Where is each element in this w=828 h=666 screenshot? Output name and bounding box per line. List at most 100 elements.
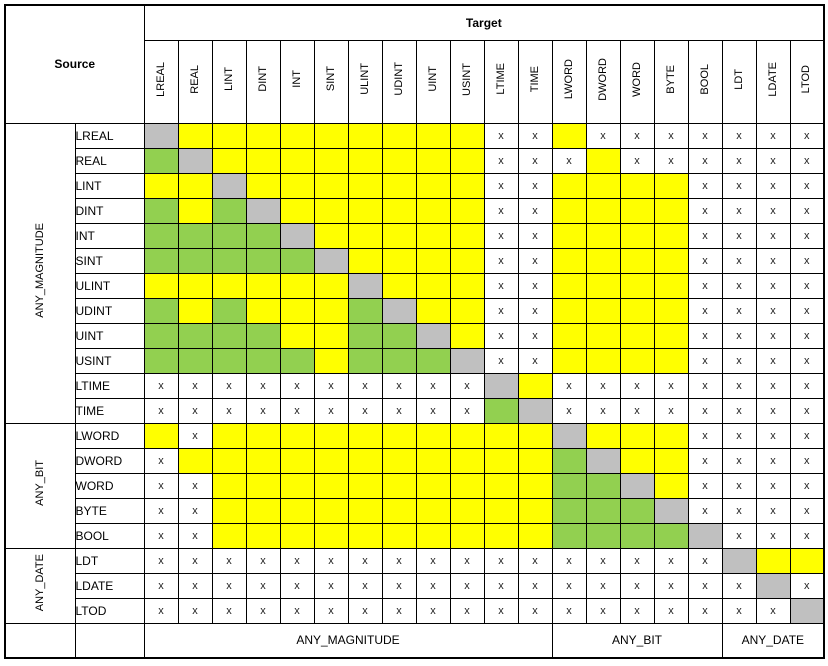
cell-word-to-real: x <box>177 472 213 499</box>
row-label-word: WORD <box>74 472 145 499</box>
cell-byte-to-ldate: x <box>755 497 791 524</box>
cell-int-to-byte <box>653 222 689 249</box>
cell-ulint-to-time: x <box>517 272 553 299</box>
cell-usint-to-real <box>177 347 213 374</box>
cell-lreal-to-lword <box>551 122 587 149</box>
cell-time-to-byte: x <box>653 397 689 424</box>
cell-udint-to-real <box>177 297 213 324</box>
cell-dint-to-ltod: x <box>789 197 825 224</box>
cell-time-to-real: x <box>177 397 213 424</box>
cell-ltime-to-word: x <box>619 372 655 399</box>
cell-udint-to-uint <box>415 297 451 324</box>
cell-int-to-time: x <box>517 222 553 249</box>
cell-ltod-to-sint: x <box>313 597 349 624</box>
cell-real-to-int <box>279 147 315 174</box>
cell-dword-to-ltod: x <box>789 447 825 474</box>
cell-sint-to-int <box>279 247 315 274</box>
cell-sint-to-time: x <box>517 247 553 274</box>
cell-dint-to-time: x <box>517 197 553 224</box>
cell-ltime-to-sint: x <box>313 372 349 399</box>
cell-byte-to-sint <box>313 497 349 524</box>
cell-ltod-to-lword: x <box>551 597 587 624</box>
cell-ldt-to-dword: x <box>585 547 621 574</box>
cell-real-to-lword: x <box>551 147 587 174</box>
cell-usint-to-bool: x <box>687 347 723 374</box>
footer-empty-cell <box>74 622 145 659</box>
group-label-any_date: ANY_DATE <box>4 547 76 624</box>
cell-time-to-ldate: x <box>755 397 791 424</box>
matrix-row-byte: BYTE x x x x x x <box>5 497 825 524</box>
cell-bool-to-ltod: x <box>789 522 825 549</box>
group-label-any_bit: ANY_BIT <box>4 422 76 549</box>
column-header-label: UDINT <box>392 62 405 96</box>
cell-ldt-to-lword: x <box>551 547 587 574</box>
cell-bool-to-byte <box>653 522 689 549</box>
cell-bool-to-lreal: x <box>143 522 179 549</box>
cell-lword-to-ldt: x <box>721 422 757 449</box>
cell-real-to-dword <box>585 147 621 174</box>
cell-ltod-to-time: x <box>517 597 553 624</box>
cell-word-to-ltime <box>483 472 519 499</box>
cell-lreal-to-int <box>279 122 315 149</box>
cell-uint-to-ltime: x <box>483 322 519 349</box>
cell-int-to-ldate: x <box>755 222 791 249</box>
cell-dword-to-lint <box>211 447 247 474</box>
cell-usint-to-ltod: x <box>789 347 825 374</box>
row-label-usint: USINT <box>74 347 145 374</box>
cell-ldt-to-ldt <box>721 547 757 574</box>
row-label-ldate: LDATE <box>74 572 145 599</box>
cell-usint-to-lreal <box>143 347 179 374</box>
group-label-text: ANY_DATE <box>33 554 46 612</box>
cell-usint-to-ulint <box>347 347 383 374</box>
cell-word-to-lword <box>551 472 587 499</box>
cell-byte-to-ltod: x <box>789 497 825 524</box>
cell-udint-to-byte <box>653 297 689 324</box>
cell-bool-to-time <box>517 522 553 549</box>
cell-ldt-to-byte: x <box>653 547 689 574</box>
cell-real-to-ulint <box>347 147 383 174</box>
cell-lreal-to-lreal <box>143 122 179 149</box>
cell-bool-to-dword <box>585 522 621 549</box>
column-header-label: LDT <box>732 68 745 90</box>
cell-byte-to-real: x <box>177 497 213 524</box>
cell-ulint-to-ldate: x <box>755 272 791 299</box>
cell-lint-to-lword <box>551 172 587 199</box>
cell-sint-to-ltime: x <box>483 247 519 274</box>
cell-ldate-to-sint: x <box>313 572 349 599</box>
cell-byte-to-udint <box>381 497 417 524</box>
cell-byte-to-ldt: x <box>721 497 757 524</box>
column-header-lint: LINT <box>211 39 247 124</box>
cell-sint-to-ulint <box>347 247 383 274</box>
matrix-row-real: REAL x x x x x x x x x <box>5 147 825 174</box>
cell-dword-to-lword <box>551 447 587 474</box>
row-label-real: REAL <box>74 147 145 174</box>
column-header-udint: UDINT <box>381 39 417 124</box>
cell-dword-to-ltime <box>483 447 519 474</box>
footer-group-any_bit: ANY_BIT <box>551 622 723 659</box>
cell-ldt-to-ldate <box>755 547 791 574</box>
cell-dword-to-real <box>177 447 213 474</box>
cell-lreal-to-uint <box>415 122 451 149</box>
cell-ldate-to-ltime: x <box>483 572 519 599</box>
cell-lint-to-ldt: x <box>721 172 757 199</box>
cell-ltime-to-lword: x <box>551 372 587 399</box>
cell-word-to-lreal: x <box>143 472 179 499</box>
cell-int-to-sint <box>313 222 349 249</box>
cell-ltime-to-ltod: x <box>789 372 825 399</box>
row-label-lreal: LREAL <box>74 122 145 149</box>
cell-ldate-to-int: x <box>279 572 315 599</box>
group-label-text: ANY_MAGNITUDE <box>33 223 46 318</box>
cell-dword-to-usint <box>449 447 485 474</box>
cell-usint-to-time: x <box>517 347 553 374</box>
cell-lword-to-udint <box>381 422 417 449</box>
cell-dword-to-sint <box>313 447 349 474</box>
cell-word-to-byte <box>653 472 689 499</box>
cell-int-to-ulint <box>347 222 383 249</box>
cell-lint-to-real <box>177 172 213 199</box>
cell-time-to-dword: x <box>585 397 621 424</box>
row-label-byte: BYTE <box>74 497 145 524</box>
cell-lreal-to-ulint <box>347 122 383 149</box>
cell-ldt-to-ulint: x <box>347 547 383 574</box>
cell-ltime-to-time <box>517 372 553 399</box>
